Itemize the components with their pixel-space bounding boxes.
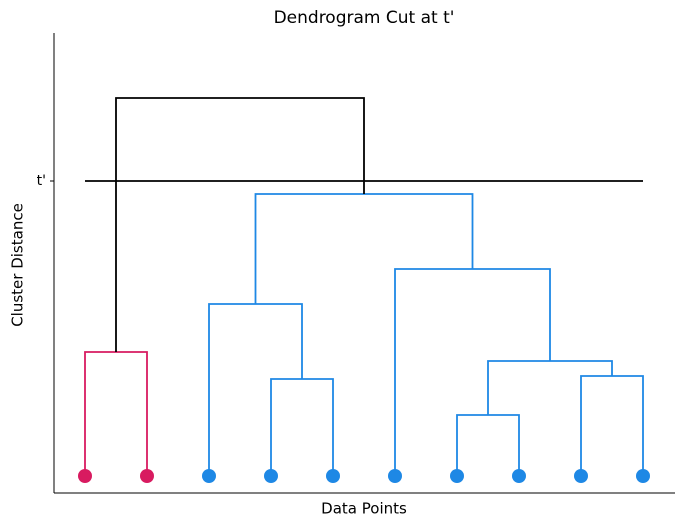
leaf-point [388, 469, 402, 483]
leaf-point [202, 469, 216, 483]
leaf-point [636, 469, 650, 483]
leaf-point [326, 469, 340, 483]
dendrogram-link [456, 414, 520, 476]
leaf-point [450, 469, 464, 483]
dendrogram-link [115, 97, 365, 352]
dendrogram-link [208, 303, 303, 476]
y-tick-label: t' [37, 173, 46, 189]
dendrogram-link [270, 378, 334, 476]
leaf-point [140, 469, 154, 483]
leaf-point [264, 469, 278, 483]
dendrogram-link [487, 360, 613, 415]
leaf-point [78, 469, 92, 483]
dendrogram-link [84, 351, 148, 476]
chart-title: Dendrogram Cut at t' [274, 8, 455, 28]
leaf-point [512, 469, 526, 483]
dendrogram-link [394, 268, 551, 476]
y-axis-label: Cluster Distance [9, 203, 27, 327]
dendrogram-link [254, 193, 474, 304]
dendrogram-link [580, 375, 644, 476]
x-axis-label: Data Points [321, 500, 407, 518]
leaf-point [574, 469, 588, 483]
